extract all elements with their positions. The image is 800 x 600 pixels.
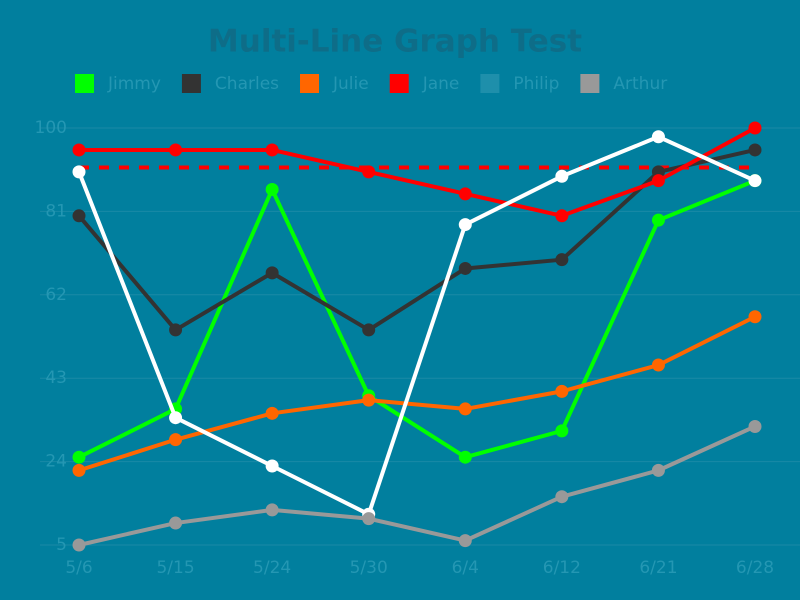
data-point: [458, 218, 472, 232]
legend-swatch: [580, 74, 600, 93]
data-point: [555, 384, 569, 398]
data-point: [555, 253, 569, 267]
data-point: [651, 130, 665, 144]
x-tick-label: 6/28: [736, 558, 774, 578]
legend-label: Jimmy: [107, 74, 161, 94]
data-point: [169, 516, 183, 530]
x-tick-label: 6/4: [452, 558, 479, 578]
legend-swatch: [300, 74, 320, 93]
y-tick-label: 100: [35, 118, 67, 138]
data-point: [555, 169, 569, 183]
data-point: [651, 358, 665, 372]
data-point: [362, 165, 376, 179]
series-line: [78, 178, 756, 460]
data-point: [265, 503, 279, 517]
data-point: [555, 490, 569, 504]
x-tick-label: 6/12: [543, 558, 581, 578]
legend-label: Charles: [215, 74, 279, 94]
data-point: [555, 209, 569, 223]
data-point: [651, 174, 665, 188]
data-point: [458, 402, 472, 416]
data-point: [748, 121, 762, 135]
data-point: [748, 310, 762, 324]
data-point: [72, 143, 86, 157]
data-point: [748, 143, 762, 157]
y-tick-label: 81: [45, 201, 67, 221]
data-point: [458, 534, 472, 548]
series-line: [77, 134, 756, 517]
data-point: [265, 143, 279, 157]
data-point: [362, 323, 376, 337]
y-tick-label: 24: [45, 452, 67, 472]
data-point: [458, 450, 472, 464]
data-point: [362, 512, 376, 526]
y-tick-label: 62: [45, 285, 67, 305]
data-point: [748, 174, 762, 188]
data-point: [265, 182, 279, 196]
x-tick-label: 5/30: [350, 558, 388, 578]
data-point: [362, 393, 376, 407]
x-tick-label: 5/6: [65, 558, 92, 578]
legend-swatch: [480, 74, 500, 93]
y-tick-label: 43: [45, 368, 67, 388]
data-point: [169, 433, 183, 447]
x-tick-label: 5/15: [156, 558, 194, 578]
data-point: [651, 213, 665, 227]
data-point: [265, 266, 279, 280]
data-point: [265, 406, 279, 420]
data-point: [72, 463, 86, 477]
legend-swatch: [181, 74, 201, 93]
data-point: [72, 165, 86, 179]
data-point: [748, 419, 762, 433]
data-point: [72, 209, 86, 223]
legend-swatch: [75, 74, 94, 93]
x-tick-label: 6/21: [639, 558, 677, 578]
x-tick-label: 5/24: [253, 558, 291, 578]
data-point: [265, 459, 279, 473]
data-point: [458, 187, 472, 201]
data-point: [169, 143, 183, 157]
data-point: [169, 323, 183, 337]
series-line: [78, 424, 756, 547]
series-line: [78, 314, 756, 473]
data-point: [555, 424, 569, 438]
legend-label: Philip: [513, 74, 559, 94]
legend-label: Jane: [422, 74, 460, 94]
data-point: [72, 538, 86, 552]
legend-swatch: [389, 74, 409, 93]
chart-title: Multi-Line Graph Test: [208, 24, 582, 60]
series-line: [79, 126, 756, 218]
legend-label: Julie: [332, 74, 369, 94]
data-point: [458, 261, 472, 275]
data-point: [651, 463, 665, 477]
data-point: [72, 450, 86, 464]
y-tick-label: 5: [56, 535, 67, 555]
data-point: [169, 411, 183, 425]
legend-label: Arthur: [613, 74, 667, 94]
